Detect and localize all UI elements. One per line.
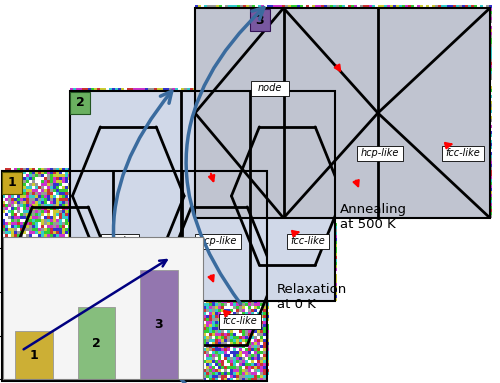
Bar [2, 171, 267, 381]
Text: fcc-like: fcc-like [222, 316, 258, 326]
FancyBboxPatch shape [219, 314, 261, 329]
FancyBboxPatch shape [2, 172, 22, 194]
Bar [78, 307, 115, 379]
Text: node: node [258, 83, 282, 93]
FancyBboxPatch shape [287, 234, 329, 249]
FancyBboxPatch shape [442, 146, 484, 160]
Bar [2, 171, 267, 381]
Text: hcp-like: hcp-like [361, 148, 399, 158]
Text: hcp-like: hcp-like [131, 316, 169, 326]
FancyBboxPatch shape [250, 9, 270, 31]
FancyBboxPatch shape [101, 234, 139, 249]
Text: fcc-like: fcc-like [290, 236, 326, 246]
Bar [70, 91, 335, 301]
FancyBboxPatch shape [70, 92, 90, 114]
FancyBboxPatch shape [251, 80, 289, 95]
Text: 3: 3 [154, 318, 163, 331]
FancyBboxPatch shape [195, 234, 241, 249]
Text: Annealing
at 500 K: Annealing at 500 K [340, 203, 407, 231]
Text: hcp-like: hcp-like [199, 236, 237, 246]
Text: node: node [108, 236, 132, 246]
Text: node: node [40, 316, 64, 326]
FancyBboxPatch shape [127, 314, 173, 329]
FancyBboxPatch shape [33, 314, 71, 329]
Bar [195, 8, 490, 218]
FancyBboxPatch shape [357, 146, 403, 160]
Text: 1: 1 [30, 349, 38, 362]
Bar [195, 8, 490, 218]
Bar [140, 270, 177, 379]
Text: Relaxation
at 0 K: Relaxation at 0 K [277, 283, 347, 311]
Text: 3: 3 [256, 13, 264, 26]
Bar [70, 91, 335, 301]
Text: 1: 1 [8, 177, 16, 190]
Text: 2: 2 [92, 337, 100, 350]
Text: fcc-like: fcc-like [446, 148, 480, 158]
Bar [15, 331, 52, 379]
Text: 2: 2 [76, 97, 84, 110]
